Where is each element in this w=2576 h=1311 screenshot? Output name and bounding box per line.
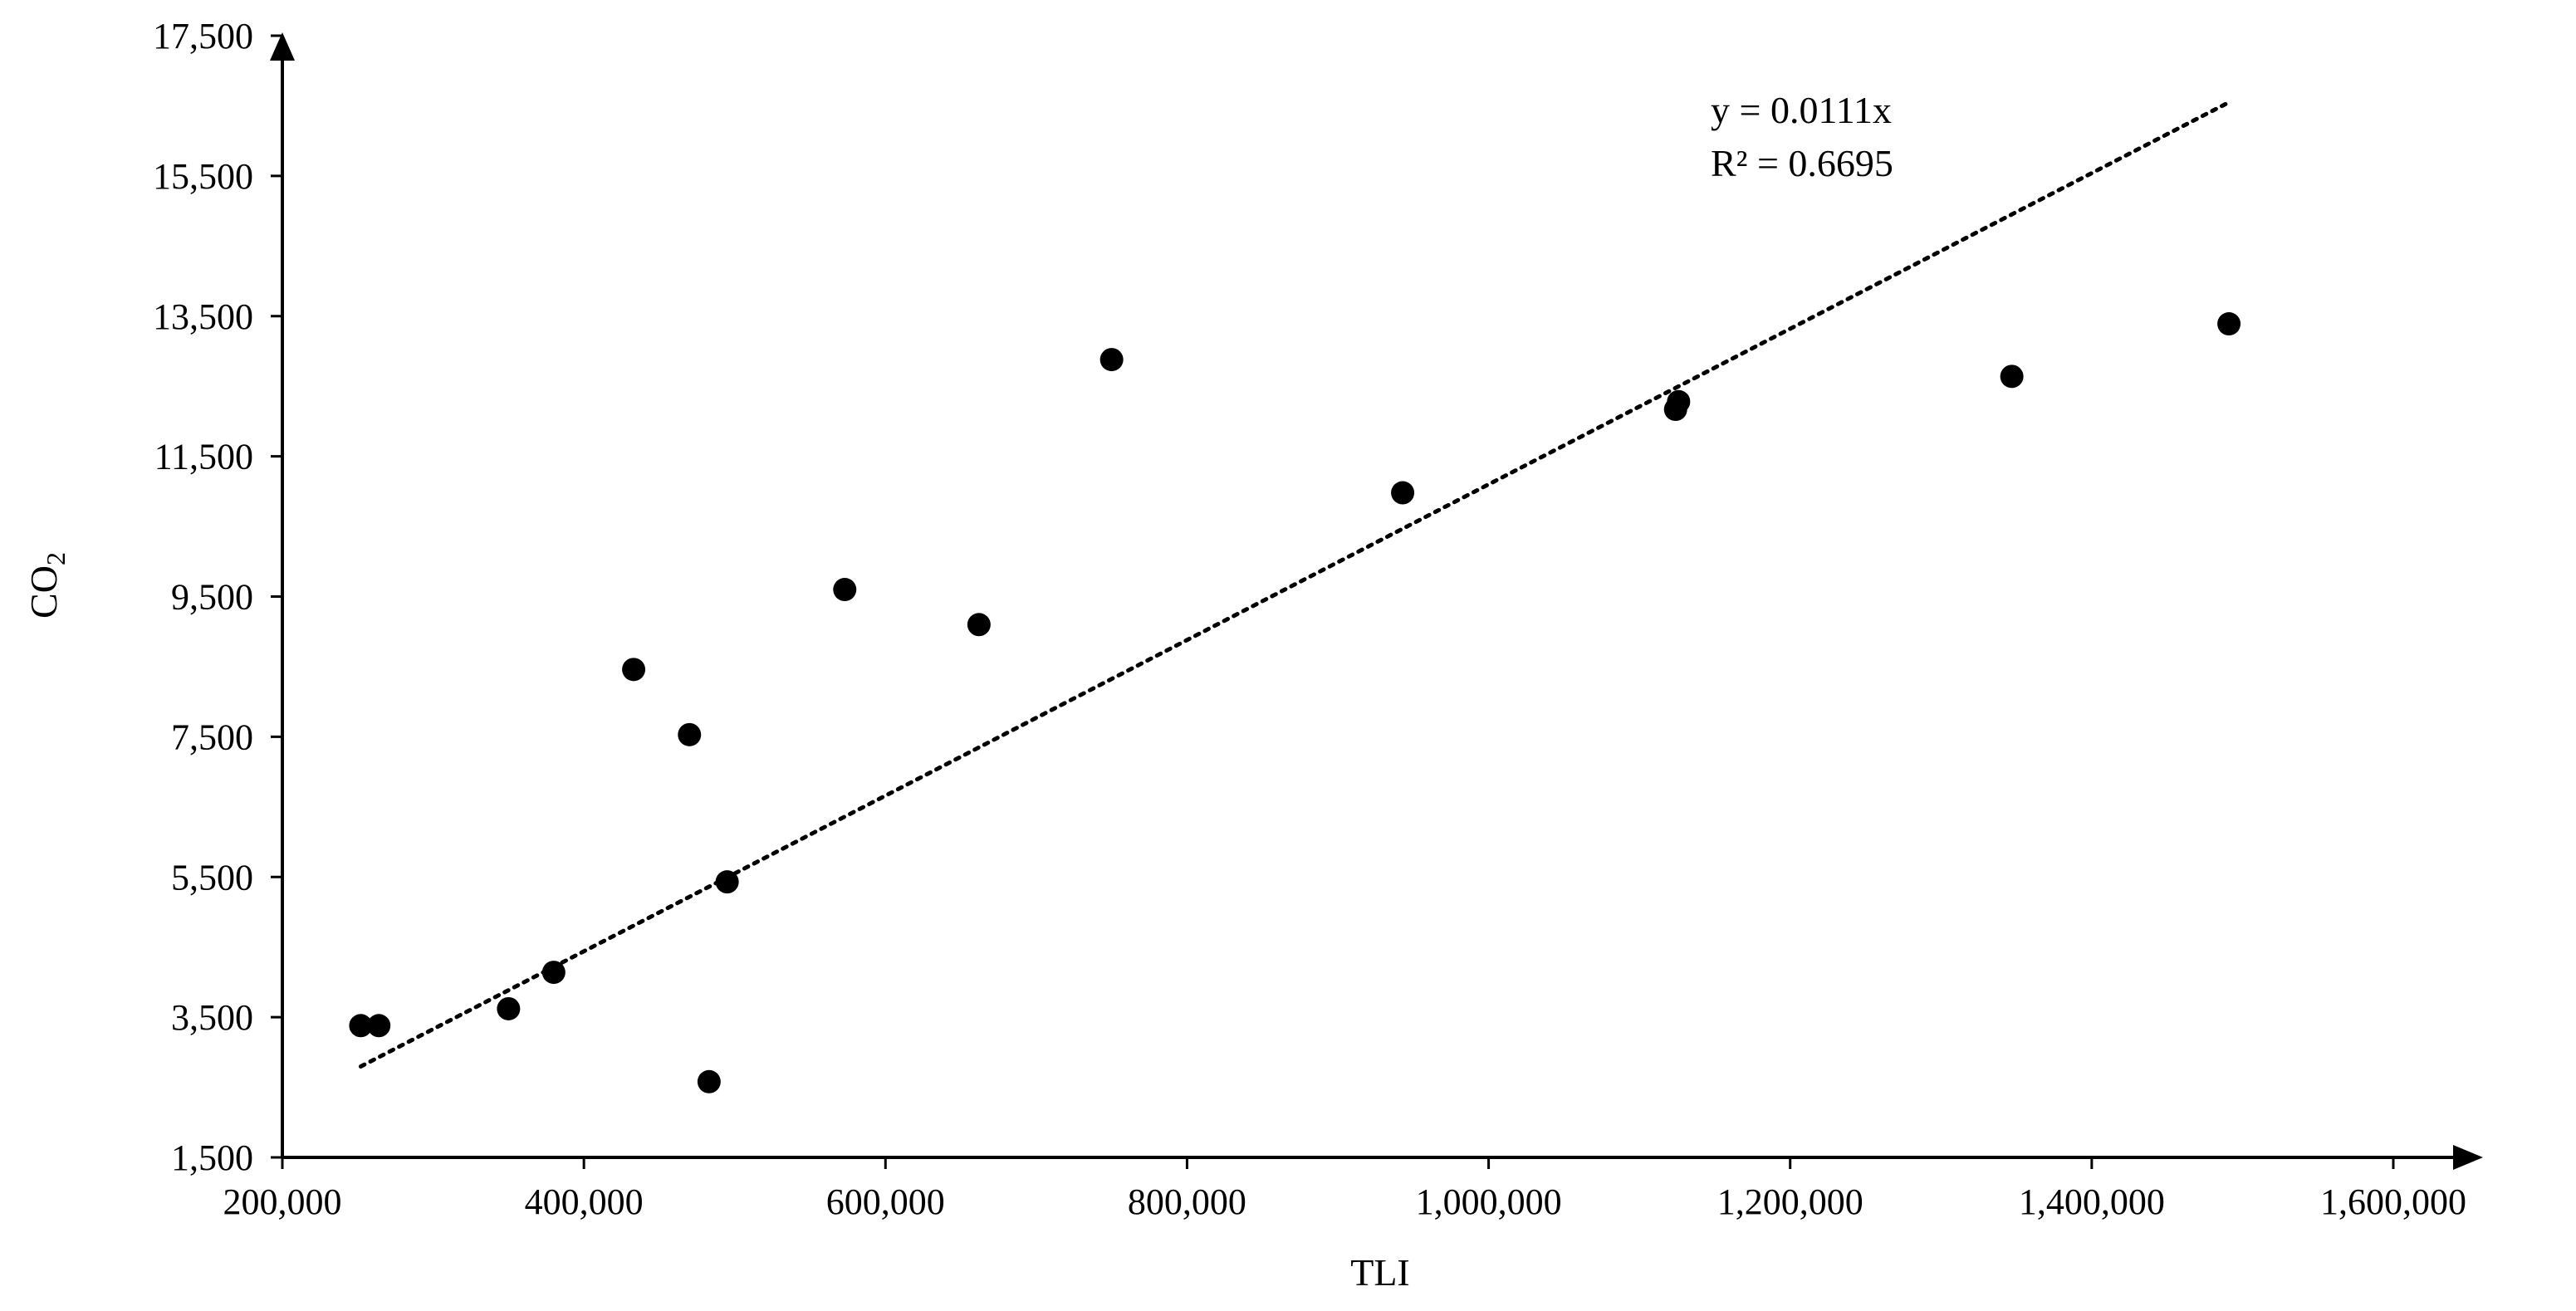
r-squared-label: R² = 0.6695 (1711, 142, 1893, 184)
x-tick-label: 400,000 (525, 1181, 644, 1222)
data-point (349, 1014, 373, 1038)
x-tick-label: 600,000 (826, 1181, 945, 1222)
y-tick-label: 1,500 (171, 1137, 253, 1178)
y-tick-label: 15,500 (153, 156, 253, 197)
x-axis-title: TLI (1350, 1251, 1410, 1294)
y-axis-title-main: CO (22, 565, 65, 619)
data-point (697, 1069, 721, 1093)
y-tick-label: 13,500 (153, 296, 253, 337)
data-point (1391, 481, 1415, 505)
data-point (622, 658, 646, 682)
y-tick-label: 5,500 (171, 857, 253, 898)
y-tick-label: 7,500 (171, 717, 253, 757)
data-point (367, 1014, 391, 1038)
x-axis-arrow (2453, 1145, 2483, 1170)
x-tick-label: 1,600,000 (2320, 1181, 2466, 1222)
data-point (833, 578, 857, 602)
data-points (349, 312, 2241, 1093)
data-point (497, 996, 521, 1020)
trendline (358, 100, 2231, 1069)
data-point (1099, 348, 1124, 372)
y-tick-label: 3,500 (171, 997, 253, 1038)
x-tick-label: 200,000 (223, 1181, 342, 1222)
data-point (678, 722, 702, 746)
x-tick-label: 1,200,000 (1717, 1181, 1863, 1222)
x-tick-label: 800,000 (1128, 1181, 1246, 1222)
data-point (2217, 312, 2241, 336)
x-tick-label: 1,400,000 (2019, 1181, 2165, 1222)
y-tick-label: 9,500 (171, 577, 253, 618)
y-axis-title: CO2 (22, 552, 71, 619)
y-tick-label: 17,500 (153, 16, 253, 56)
data-point (2000, 364, 2024, 389)
data-point (541, 961, 566, 985)
tick-labels: 1,500 3,500 5,500 7,500 9,500 11,500 13,500 15,… (153, 16, 2466, 1222)
data-point (1667, 389, 1691, 413)
y-axis-title-subscript: 2 (41, 552, 71, 565)
axes (270, 32, 2483, 1170)
data-point (967, 613, 991, 637)
x-tick-label: 1,000,000 (1416, 1181, 1562, 1222)
data-point (715, 870, 739, 894)
trendline-equation: y = 0.0111x (1711, 89, 1892, 131)
y-axis-arrow (270, 32, 295, 61)
y-tick-label: 11,500 (154, 437, 253, 477)
